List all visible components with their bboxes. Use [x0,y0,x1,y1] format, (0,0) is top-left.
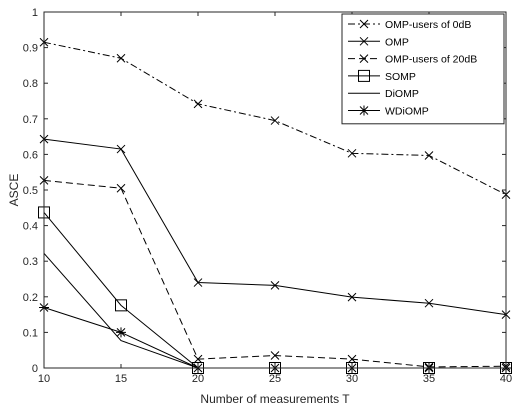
y-tick-label-6: 0.6 [23,149,38,161]
data-point-3-1 [115,299,127,312]
legend-label-3: SOMP [385,71,416,83]
x-tick-label-5: 35 [423,373,435,385]
data-point-2-4-shape [347,354,357,364]
data-point-0-1 [116,53,126,63]
legend-label-4: DiOMP [385,88,419,100]
data-point-1-3-shape [270,281,280,290]
legend-label-1: OMP [385,36,409,48]
data-point-1-2-shape [193,278,203,287]
legend-marker-2 [359,54,369,63]
data-point-0-1-shape [116,53,126,63]
x-tick-label-3: 25 [269,373,281,385]
data-point-5-1 [116,327,126,338]
data-point-2-2 [193,354,203,364]
data-point-2-3 [270,351,280,360]
x-tick-label-4: 30 [346,373,358,385]
y-tick-label-0: 0 [32,363,38,375]
data-point-1-5-shape [424,298,434,308]
legend-label-0: OMP-users of 0dB [385,19,471,31]
y-tick-label-9: 0.9 [23,43,38,55]
legend-marker-5 [359,105,369,116]
data-point-2-4 [347,354,357,364]
data-point-1-5 [424,298,434,308]
legend-box [341,13,505,125]
data-point-3-1-shape [115,299,127,312]
data-point-2-3-shape [270,351,280,360]
y-tick-label-2: 0.2 [23,292,38,304]
legend-marker-0-shape [359,19,369,29]
axes-layer: 10 15 20 25 30 35 40 0 0.1 0.2 0.3 0.4 0.5 0.6 0.7 0.8 0… [23,7,512,385]
y-tick-label-4: 0.4 [23,221,38,233]
y-tick-label-1: 0.1 [23,327,38,339]
data-point-0-3-shape [270,116,280,125]
data-point-0-4-shape [347,148,357,158]
data-point-2-1 [116,183,126,193]
series-1 [39,134,511,319]
y-tick-label-7: 0.7 [23,114,38,126]
data-point-0-3 [270,116,280,125]
legend-label-5: WDiOMP [385,106,429,118]
y-tick-label-5: 0.5 [23,185,38,197]
data-point-1-4 [347,292,357,302]
data-point-1-1 [116,144,126,154]
y-axis-label: ASCE [7,174,21,207]
legend-marker-3 [358,69,370,82]
data-point-0-5 [424,151,434,160]
data-point-0-4 [347,148,357,158]
data-point-0-2-shape [193,99,203,109]
legend-label-2: OMP-users of 20dB [385,54,477,66]
legend-marker-2-shape [359,54,369,63]
data-point-1-4-shape [347,292,357,302]
legend-marker-1-shape [359,36,369,46]
x-tick-label-0: 10 [38,373,50,385]
legend: OMP-users of 0dB OMP OMP-users of 20dB SOMP… [341,13,505,125]
data-point-1-3 [270,281,280,290]
data-point-1-2 [193,278,203,287]
x-tick-label-2: 20 [192,373,204,385]
data-point-5-1-shape [116,327,126,338]
legend-marker-1 [359,36,369,46]
legend-marker-3-shape [358,69,370,82]
y-tick-label-8: 0.8 [23,78,38,90]
x-tick-label-1: 15 [115,373,127,385]
y-tick-label-10: 1 [32,7,38,19]
data-point-0-2 [193,99,203,109]
legend-marker-5-shape [359,105,369,116]
data-point-1-1-shape [116,144,126,154]
data-point-2-2-shape [193,354,203,364]
y-tick-label-3: 0.3 [23,256,38,268]
x-axis-label: Number of measurements T [200,392,350,406]
data-point-0-5-shape [424,151,434,160]
x-tick-label-6: 40 [500,373,512,385]
legend-marker-0 [359,19,369,29]
data-point-2-1-shape [116,183,126,193]
